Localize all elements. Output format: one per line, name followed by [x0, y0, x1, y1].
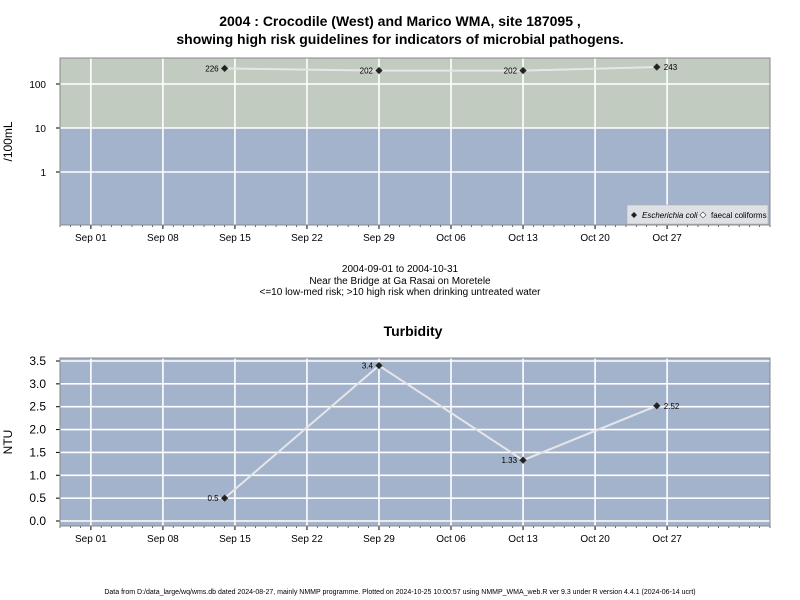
legend-marker-ecoli [631, 212, 637, 218]
risk-note-caption: <=10 low-med risk; >10 high risk when dr… [259, 287, 541, 298]
data-point [375, 66, 383, 75]
data-label: 3.4 [362, 362, 374, 371]
data-point [220, 64, 229, 73]
data-label: 226 [205, 64, 219, 73]
x-tick-label: Sep 29 [363, 534, 395, 545]
y-tick-label: 0.5 [29, 491, 46, 505]
y-tick-label: 2.0 [29, 423, 46, 437]
x-tick-label: Oct 27 [652, 534, 682, 545]
data-point [375, 361, 383, 370]
data-label: 202 [504, 67, 518, 76]
x-tick-label: Sep 15 [219, 233, 251, 244]
data-point [652, 63, 661, 71]
date-range-caption: 2004-09-01 to 2004-10-31 [341, 264, 459, 275]
chart-title-line-1: 2004 : Crocodile (West) and Marico WMA, … [219, 13, 581, 29]
plot-frame [59, 57, 771, 226]
y-tick-label: 3.5 [29, 354, 46, 368]
x-tick-label: Oct 20 [580, 233, 610, 244]
data-point [519, 456, 527, 465]
chart-title-line-2: showing high risk guidelines for indicat… [176, 31, 624, 47]
data-label: 202 [360, 67, 374, 76]
y-tick-label: 0.0 [29, 514, 46, 528]
x-tick-label: Sep 22 [291, 534, 323, 545]
data-label: 1.33 [501, 456, 517, 465]
y-tick-label: 2.5 [29, 400, 46, 414]
data-label: 2.52 [664, 402, 680, 411]
data-point [220, 494, 229, 502]
y-tick-label: 1.0 [29, 468, 46, 482]
y-tick-label: 100 [29, 80, 46, 91]
data-label: 243 [664, 63, 678, 72]
x-tick-label: Oct 06 [436, 534, 466, 545]
footer-note: Data from D:/data_large/wq/wms.db dated … [104, 589, 696, 596]
legend-label-faecal: faecal coliforms [711, 211, 767, 220]
y-tick-label: 1 [40, 168, 46, 179]
x-tick-label: Sep 08 [147, 534, 179, 545]
x-tick-label: Oct 27 [652, 233, 682, 244]
x-tick-label: Sep 15 [219, 534, 251, 545]
x-tick-label: Oct 13 [508, 534, 538, 545]
x-tick-label: Oct 20 [580, 534, 610, 545]
turbidity-title: Turbidity [384, 323, 443, 339]
legend-label-ecoli: Escherichia coli [642, 211, 698, 220]
legend-marker-faecal [699, 211, 707, 219]
y-tick-label: 3.0 [29, 377, 46, 391]
legend-box [626, 204, 769, 225]
data-point [519, 66, 527, 75]
data-label: 0.5 [208, 494, 220, 503]
microbial-chart: Sep 01 Sep 08 Sep 15 Sep 22 Sep 29 Oct 06 Oct … [1, 57, 771, 244]
x-tick-label: Oct 06 [436, 233, 466, 244]
y-axis-label: /100mL [1, 121, 15, 161]
y-axis-label: NTU [1, 430, 15, 455]
location-caption: Near the Bridge at Ga Rasai on Moretele [309, 276, 491, 287]
series-line [224, 66, 657, 72]
x-tick-label: Sep 29 [363, 233, 395, 244]
y-tick-label: 1.5 [29, 445, 46, 459]
x-tick-label: Oct 13 [508, 233, 538, 244]
y-tick-label: 10 [35, 124, 47, 135]
data-point [652, 401, 661, 410]
plot-frame [59, 357, 771, 527]
legend: Escherichia coli faecal coliforms [626, 204, 769, 225]
x-tick-label: Sep 08 [147, 233, 179, 244]
turbidity-chart: Sep 01 Sep 08 Sep 15 Sep 22 Sep 29 Oct 06 Oct … [1, 323, 771, 545]
x-tick-label: Sep 01 [75, 233, 107, 244]
x-tick-label: Sep 22 [291, 233, 323, 244]
x-tick-label: Sep 01 [75, 534, 107, 545]
series-line [223, 364, 658, 499]
